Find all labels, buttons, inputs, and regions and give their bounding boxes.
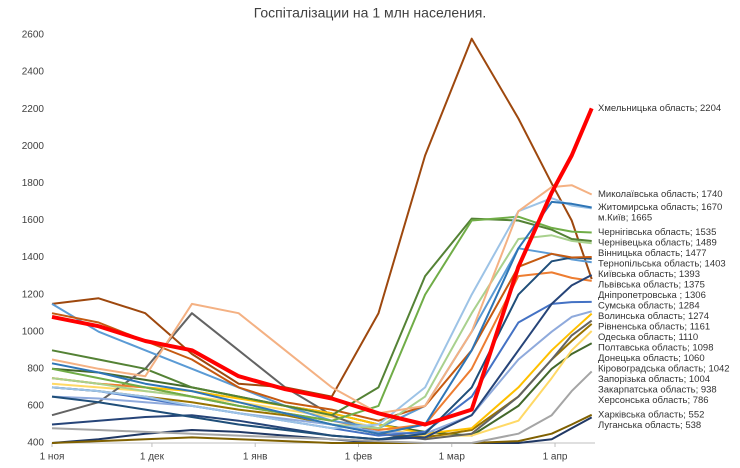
end-label: Полтавська область; 1098 (598, 343, 714, 354)
end-label: Харківська область; 552 (598, 409, 704, 420)
chart-title: Госпіталізации на 1 млн населения. (254, 5, 487, 21)
end-label: Рівненська область; 1161 (598, 322, 710, 333)
end-label: Кіровоградська область; 1042 (598, 364, 730, 375)
y-tick-label: 1600 (22, 215, 45, 226)
end-label: Херсонська область; 786 (598, 395, 709, 406)
end-label: Волинська область; 1274 (598, 311, 709, 322)
y-tick-label: 2600 (22, 30, 45, 41)
y-tick-label: 1400 (22, 252, 45, 263)
end-label: Київська область; 1393 (598, 269, 700, 280)
y-tick-label: 1000 (22, 326, 45, 337)
x-tick-label: 1 фев (345, 451, 372, 463)
x-tick-label: 1 ноя (40, 452, 65, 463)
y-tick-label: 600 (27, 401, 44, 412)
y-tick-label: 1200 (22, 289, 45, 300)
end-label: м.Київ; 1665 (598, 212, 652, 223)
end-label: Тернопільська область; 1403 (598, 259, 726, 270)
y-tick-label: 400 (27, 438, 44, 449)
series-line (51, 215, 592, 422)
y-tick-label: 2000 (22, 141, 45, 152)
end-label: Сумська область; 1284 (598, 301, 700, 312)
end-label: Миколаївська область; 1740 (598, 189, 723, 200)
series-line (51, 370, 593, 444)
end-label: Вінницька область; 1477 (598, 248, 707, 259)
series-line (51, 107, 594, 427)
end-label: Житомирська область; 1670 (598, 202, 722, 213)
y-tick-label: 2400 (22, 67, 45, 78)
end-label: Донецька область; 1060 (598, 353, 705, 364)
series-line (51, 312, 593, 441)
series-line (51, 247, 592, 430)
end-label: Запорізька область; 1004 (598, 374, 710, 385)
x-tick-label: 1 янв (243, 452, 268, 463)
end-label: Чернівецька область; 1489 (598, 238, 717, 249)
series-line (51, 200, 592, 435)
series-line (51, 37, 593, 398)
y-tick-label: 1800 (22, 178, 45, 189)
end-label: Львівська область; 1375 (598, 280, 705, 291)
series-line (51, 184, 593, 415)
end-label: Чернігівська область; 1535 (598, 227, 716, 238)
y-tick-label: 800 (27, 363, 44, 374)
series-line (51, 256, 592, 441)
end-label: Дніпропетровська ; 1306 (598, 290, 706, 301)
end-label: Луганська область; 538 (598, 420, 701, 431)
series-line (51, 413, 593, 444)
end-label: Одеська область; 1110 (598, 332, 698, 343)
y-tick-label: 2200 (22, 104, 45, 115)
series-line (51, 300, 592, 437)
end-label: Хмельницька область; 2204 (598, 103, 721, 114)
end-label: Закарпатська область; 938 (598, 385, 717, 396)
x-tick-label: 1 апр (543, 452, 568, 463)
x-tick-label: 1 мар (439, 452, 466, 463)
x-tick-label: 1 дек (140, 452, 165, 463)
